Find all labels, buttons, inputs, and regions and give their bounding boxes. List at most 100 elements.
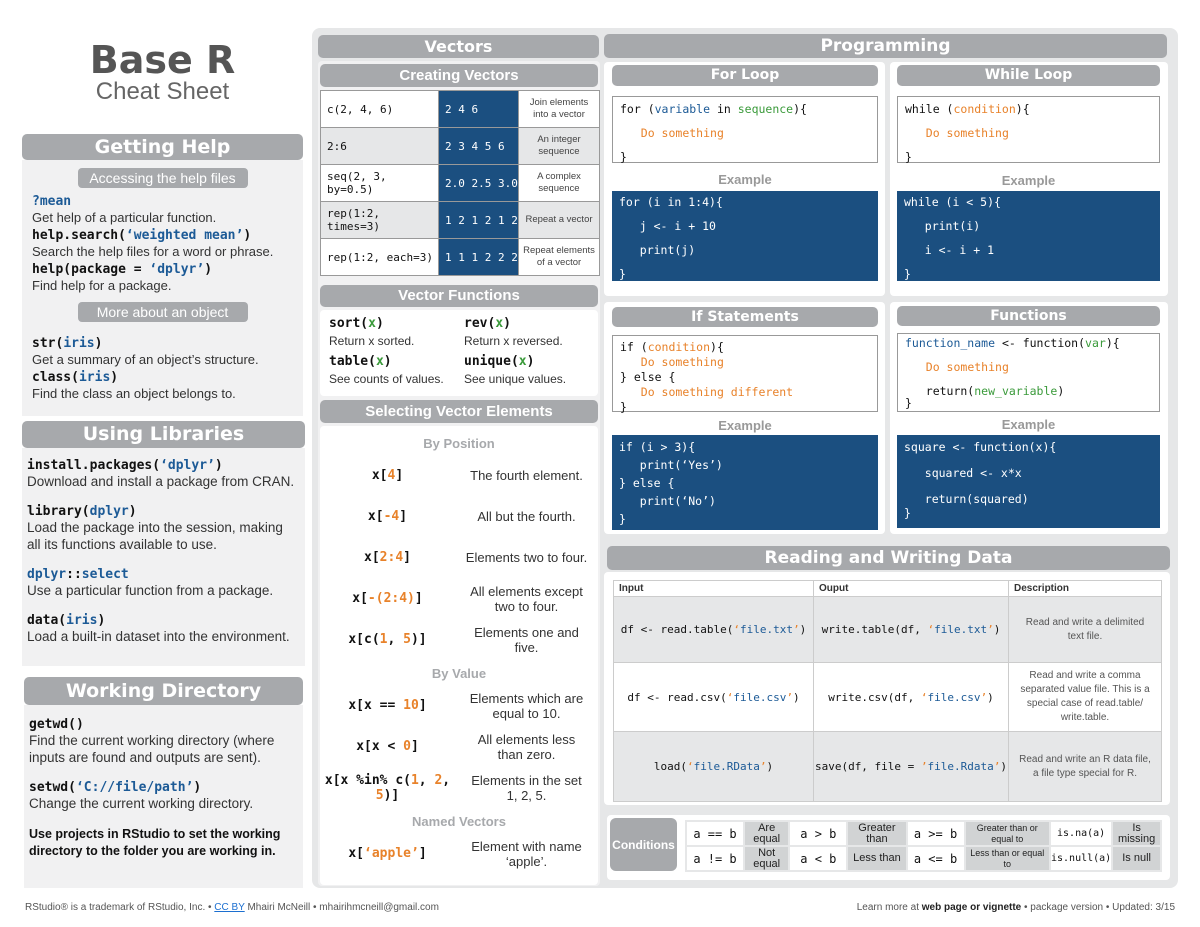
vector-result: 1 1 1 2 2 2 [438, 238, 519, 276]
function-code: rev(x) [464, 316, 589, 331]
code-segment: iris [66, 613, 98, 628]
code-segment: setwd( [29, 780, 76, 795]
footer-trademark: RStudio® is a trademark of RStudio, Inc.… [25, 902, 215, 913]
code-line: ​} else { [620, 370, 870, 385]
code-line: ​for (variable in sequence){ [620, 103, 870, 115]
code-segment: ) [799, 623, 807, 636]
code-line: ​ Do something [905, 361, 1152, 373]
code-segment: if ( [620, 340, 648, 354]
code-segment: } [905, 150, 912, 164]
code-segment: ) [193, 780, 202, 795]
code-segment: help(package = [32, 262, 150, 277]
code-segment: ] [418, 698, 427, 713]
code-segment: df <- read.table( [620, 623, 734, 636]
vector-code: seq(2, 3, by=0.5) [320, 164, 439, 202]
item-description: Get a summary of an object’s structure. [32, 352, 259, 367]
code-line: } else { [619, 476, 675, 490]
item-code: str(iris) [32, 336, 293, 351]
code-segment: help.search( [32, 228, 126, 243]
if-example-label: Example [718, 418, 772, 433]
code-line: print(i) [904, 219, 981, 233]
output-code: write.csv(df, ‘file.csv’) [813, 662, 1009, 732]
reading-writing-table: Input Ouput Description df <- read.table(‘f… [613, 580, 1162, 802]
item-code: setwd(‘C://file/path’) [29, 780, 298, 795]
code-line: ​} [620, 400, 870, 415]
code-segment: 2 [434, 772, 443, 788]
title-block: Base R Cheat Sheet [20, 38, 305, 106]
condition-code: a >= b [905, 820, 966, 847]
functions-example-label: Example [1001, 417, 1056, 432]
function-description: See counts of values. [329, 372, 444, 386]
code-segment: x [375, 354, 384, 369]
code-segment: condition [953, 102, 1016, 116]
code-line: while (i < 5){ [904, 195, 1001, 209]
code-segment: ] [418, 846, 427, 861]
code-line: square <- function(x){ [904, 440, 1057, 454]
code-segment: ) [383, 354, 392, 369]
selection-description: Elements one and five. [474, 624, 579, 655]
code-segment: ‘ [733, 623, 740, 636]
code-line: squared <- x*x [904, 466, 1022, 480]
selection-code: x[4] [320, 468, 455, 483]
code-line: } [904, 506, 911, 520]
selection-row: x[x == 10] Elements which are equal to 10… [320, 685, 598, 726]
condition-description: Greater than or equal to [963, 820, 1052, 847]
item-description: Get help of a particular function. [32, 210, 217, 225]
vector-description: A complex sequence [518, 164, 600, 202]
code-segment: unique( [464, 354, 519, 369]
vector-result: 1 2 1 2 1 2 [438, 201, 519, 239]
selection-row: x[-4] All but the fourth. [320, 496, 598, 537]
code-segment: x[x == [348, 698, 404, 713]
code-line: } [619, 267, 626, 281]
code-segment: Do something [640, 355, 724, 369]
item-description: Search the help files for a word or phra… [32, 244, 274, 259]
code-segment: file.csv [927, 690, 981, 704]
function-code: unique(x) [464, 354, 589, 369]
code-segment: x [368, 316, 376, 331]
code-segment: install.packages( [27, 458, 161, 473]
item-description: Load the package into the session, makin… [27, 520, 283, 552]
code-line: ​while (condition){ [905, 103, 1152, 115]
code-segment: function_name [905, 336, 996, 350]
table-row: df <- read.csv(‘file.csv’) write.csv(df, … [613, 662, 1162, 732]
selection-description: Elements two to four. [465, 550, 588, 565]
item-description: Find help for a package. [32, 278, 172, 293]
code-segment: file.Rdata [927, 760, 994, 773]
code-segment: ’ [786, 690, 793, 704]
web-page-link[interactable]: web page or vignette [921, 902, 1022, 913]
code-segment: Do something different [640, 385, 794, 399]
code-segment: file.txt [739, 623, 793, 636]
selection-row: x[-(2:4)] All elements except two to four… [320, 578, 598, 619]
code-segment: x[ [367, 509, 384, 524]
code-segment: 1 [410, 772, 419, 788]
code-segment: ) [128, 504, 137, 519]
code-segment: ‘C://file/path’ [75, 780, 194, 795]
selection-row: x[4] The fourth element. [320, 455, 598, 496]
code-line: ​ Do something [620, 355, 870, 370]
selection-description: The fourth element. [470, 468, 583, 483]
code-segment: ){ [1015, 102, 1030, 116]
code-segment: ){ [710, 340, 724, 354]
condition-description: Less than [846, 845, 908, 872]
cc-by-link[interactable]: CC BY [214, 902, 245, 913]
selection-description: Element with name ‘apple’. [471, 838, 582, 869]
code-segment: library( [27, 504, 90, 519]
selection-code: x[-4] [320, 509, 455, 524]
condition-code: is.null(a) [1048, 845, 1114, 872]
creating-vectors-table: c(2, 4, 6) 2 4 6 Join elements into a vect… [320, 90, 600, 276]
condition-description: Not equal [742, 845, 791, 872]
selection-description: All elements less than zero. [477, 731, 576, 762]
creating-vectors-header: Creating Vectors [320, 64, 598, 87]
code-line: i <- i + 1 [904, 243, 995, 257]
code-segment: sort( [329, 316, 369, 331]
code-segment: :: [66, 567, 82, 582]
condition-code: a < b [788, 845, 849, 872]
item-description: Find the current working directory (wher… [29, 733, 275, 765]
code-segment: ) [204, 262, 213, 277]
code-line [619, 256, 871, 268]
for-loop-header: For Loop [612, 65, 878, 86]
more-about-object-subheader: More about an object [77, 302, 248, 322]
code-line: if (i > 3){ [619, 440, 696, 454]
code-segment: ‘dplyr’ [160, 458, 215, 473]
item-code: help.search(‘weighted mean’) [32, 228, 293, 243]
